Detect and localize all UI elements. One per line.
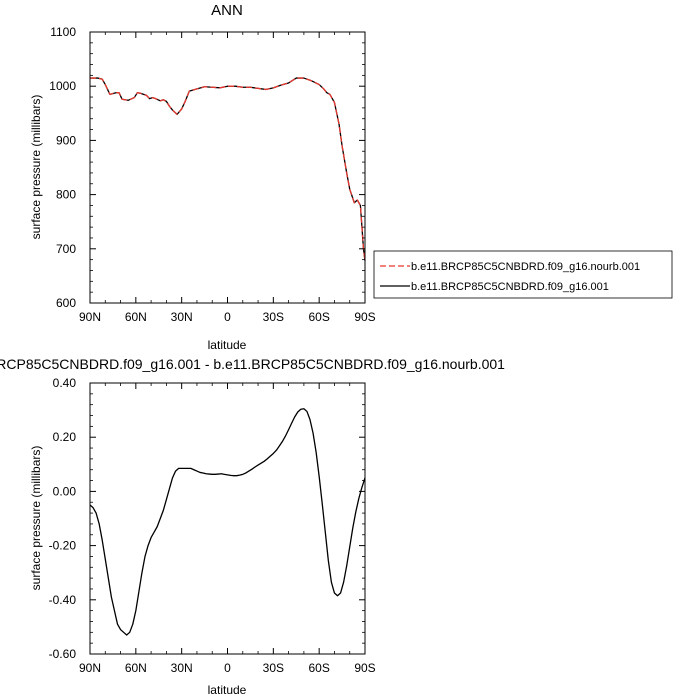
bottom-panel: b.e11.BRCP85C5CNBDRD.f09_g16.001 - b.e11… — [0, 356, 505, 697]
top-chart-title: ANN — [211, 2, 243, 19]
bottom-y-tick-label: 0.00 — [53, 484, 77, 498]
top-axis-ticks: 90N 60N 30N 0 30S 60S 90S 600 700 800 900 1000 1100 — [49, 25, 375, 324]
legend-label-nourb: b.e11.BRCP85C5CNBDRD.f09_g16.nourb.001 — [411, 261, 640, 273]
bottom-chart-title: b.e11.BRCP85C5CNBDRD.f09_g16.001 - b.e11… — [0, 356, 505, 372]
bottom-x-tick-label: 90N — [79, 661, 101, 675]
bottom-y-tick-label: -0.20 — [49, 539, 77, 553]
top-x-tick-label: 30N — [171, 310, 193, 324]
top-x-tick-label: 60S — [308, 310, 329, 324]
bottom-x-tick-label: 30S — [263, 661, 284, 675]
bottom-x-tick-label: 60S — [308, 661, 329, 675]
bottom-series-line-0 — [89, 408, 366, 636]
top-y-tick-label: 600 — [56, 296, 76, 310]
bottom-y-tick-label: 0.40 — [53, 376, 77, 390]
top-x-tick-label: 30S — [263, 310, 284, 324]
top-y-tick-label: 900 — [56, 133, 76, 147]
bottom-y-tick-label: 0.20 — [53, 430, 77, 444]
bottom-y-tick-label: -0.40 — [49, 593, 77, 607]
legend-label-urb: b.e11.BRCP85C5CNBDRD.f09_g16.001 — [411, 281, 609, 293]
bottom-x-axis-label: latitude — [208, 683, 247, 697]
bottom-x-tick-label: 90S — [354, 661, 375, 675]
top-y-tick-label: 1100 — [50, 25, 76, 39]
top-y-axis-label: surface pressure (millibars) — [29, 95, 43, 240]
bottom-y-tick-label: -0.60 — [49, 647, 77, 661]
legend: b.e11.BRCP85C5CNBDRD.f09_g16.nourb.001 b… — [373, 250, 673, 299]
top-y-tick-label: 700 — [56, 242, 76, 256]
bottom-x-tick-label: 0 — [224, 661, 231, 675]
bottom-x-tick-label: 60N — [125, 661, 147, 675]
top-x-axis-label: latitude — [208, 338, 247, 352]
top-y-tick-label: 800 — [56, 188, 76, 202]
top-x-tick-label: 0 — [224, 310, 231, 324]
top-series-line-0 — [90, 77, 366, 261]
bottom-y-axis-label: surface pressure (millibars) — [29, 446, 43, 591]
legend-box — [373, 250, 673, 299]
top-panel: ANN 90N 60N 30N 0 30S 60S 90S 600 700 800 900 1000 1… — [29, 2, 376, 352]
top-x-tick-label: 90N — [79, 310, 101, 324]
top-x-tick-label: 60N — [125, 310, 147, 324]
top-plot-frame — [89, 31, 366, 304]
bottom-plot-area — [89, 408, 366, 636]
top-plot-area — [90, 77, 366, 261]
top-x-tick-label: 90S — [354, 310, 375, 324]
top-y-tick-label: 1000 — [49, 79, 76, 93]
top-series-line-1 — [90, 77, 366, 261]
bottom-axis-ticks: 90N 60N 30N 0 30S 60S 90S -0.60 -0.40 -0.20 0.00 0.… — [49, 376, 376, 675]
bottom-x-tick-label: 30N — [171, 661, 193, 675]
